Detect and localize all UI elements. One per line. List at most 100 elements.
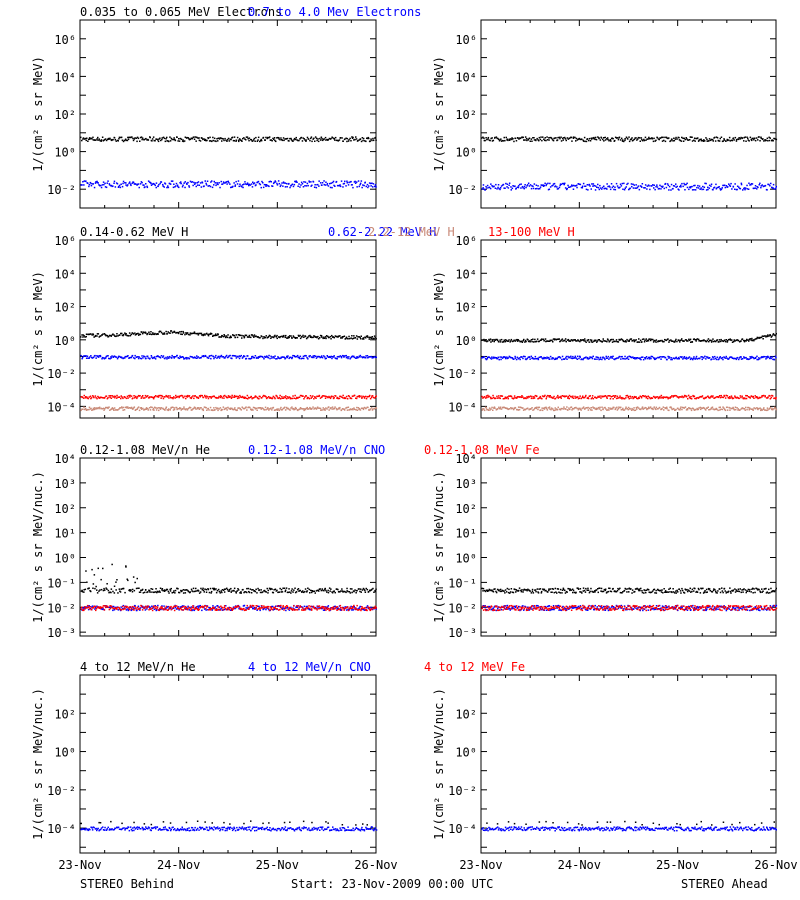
data-point [643, 139, 646, 142]
data-point [276, 358, 278, 360]
data-point [353, 394, 356, 397]
data-point [183, 358, 185, 360]
data-point [749, 356, 751, 358]
data-point [220, 395, 222, 397]
data-point [207, 396, 209, 398]
data-point [716, 396, 719, 398]
data-point [287, 355, 289, 357]
data-point [340, 395, 342, 398]
data-point [338, 139, 341, 141]
data-point [368, 137, 370, 140]
data-point [630, 138, 632, 140]
data-point [556, 409, 559, 411]
data-point [362, 139, 364, 142]
data-point [499, 139, 501, 141]
data-point [252, 183, 255, 185]
data-point [286, 591, 289, 594]
data-point [123, 333, 125, 336]
y-tick-label: 10² [455, 108, 477, 122]
data-point [319, 182, 322, 184]
data-point [100, 396, 102, 398]
data-point [597, 395, 599, 398]
data-point [321, 396, 323, 398]
data-point [152, 397, 155, 400]
data-point [112, 396, 114, 398]
data-point [683, 396, 685, 398]
data-point [559, 409, 562, 411]
data-point [605, 396, 608, 398]
data-point [113, 137, 116, 139]
data-point [754, 187, 756, 189]
data-point [746, 395, 748, 397]
data-point [678, 189, 680, 191]
data-point [658, 187, 660, 190]
data-point [560, 136, 562, 138]
data-point [530, 408, 532, 410]
data-point [660, 358, 662, 360]
data-point [703, 357, 705, 359]
data-point [284, 336, 286, 339]
data-point [328, 336, 330, 339]
data-point [494, 407, 496, 409]
data-point [276, 395, 278, 398]
data-point [217, 140, 219, 142]
data-point [98, 590, 100, 592]
data-point [150, 182, 152, 185]
data-point [543, 184, 546, 187]
data-point [545, 340, 548, 342]
data-point [240, 185, 242, 187]
data-point [545, 357, 547, 360]
data-point [85, 396, 87, 398]
data-point [169, 183, 172, 185]
data-point [574, 356, 576, 359]
data-point [84, 355, 86, 357]
data-point [248, 139, 250, 142]
data-point [500, 395, 503, 397]
data-point [532, 338, 534, 340]
data-point [166, 136, 168, 139]
data-point [302, 186, 305, 188]
data-point [506, 340, 509, 342]
data-point [568, 356, 571, 358]
data-point [715, 407, 717, 410]
data-point [670, 139, 672, 142]
data-point [229, 407, 232, 409]
data-point [178, 396, 180, 399]
data-point [187, 181, 189, 184]
data-point [639, 185, 642, 187]
data-point [296, 354, 299, 357]
data-point [643, 407, 645, 410]
data-point [664, 140, 667, 143]
data-point [762, 138, 764, 140]
data-point [737, 138, 740, 141]
data-point [225, 407, 228, 409]
data-point [543, 357, 545, 360]
data-point [530, 339, 533, 341]
data-point [242, 356, 244, 358]
data-point [726, 339, 729, 342]
data-point [599, 340, 601, 342]
data-point [684, 395, 687, 397]
data-point [545, 184, 547, 187]
data-point [552, 397, 554, 399]
data-point [280, 184, 282, 186]
data-point [650, 397, 653, 399]
data-point [360, 140, 363, 143]
data-point [289, 137, 291, 140]
data-point [672, 408, 674, 410]
data-point [697, 408, 700, 411]
data-point [137, 394, 140, 397]
data-point [87, 140, 89, 142]
data-point [152, 396, 154, 399]
data-point [532, 341, 535, 343]
data-point [149, 357, 151, 360]
data-point [660, 185, 663, 188]
data-point [154, 356, 156, 358]
data-point [152, 182, 155, 185]
data-point [367, 186, 369, 189]
data-point [749, 397, 751, 399]
data-point [229, 138, 231, 140]
data-point [223, 591, 226, 593]
data-point [512, 358, 514, 360]
data-point [509, 139, 511, 141]
